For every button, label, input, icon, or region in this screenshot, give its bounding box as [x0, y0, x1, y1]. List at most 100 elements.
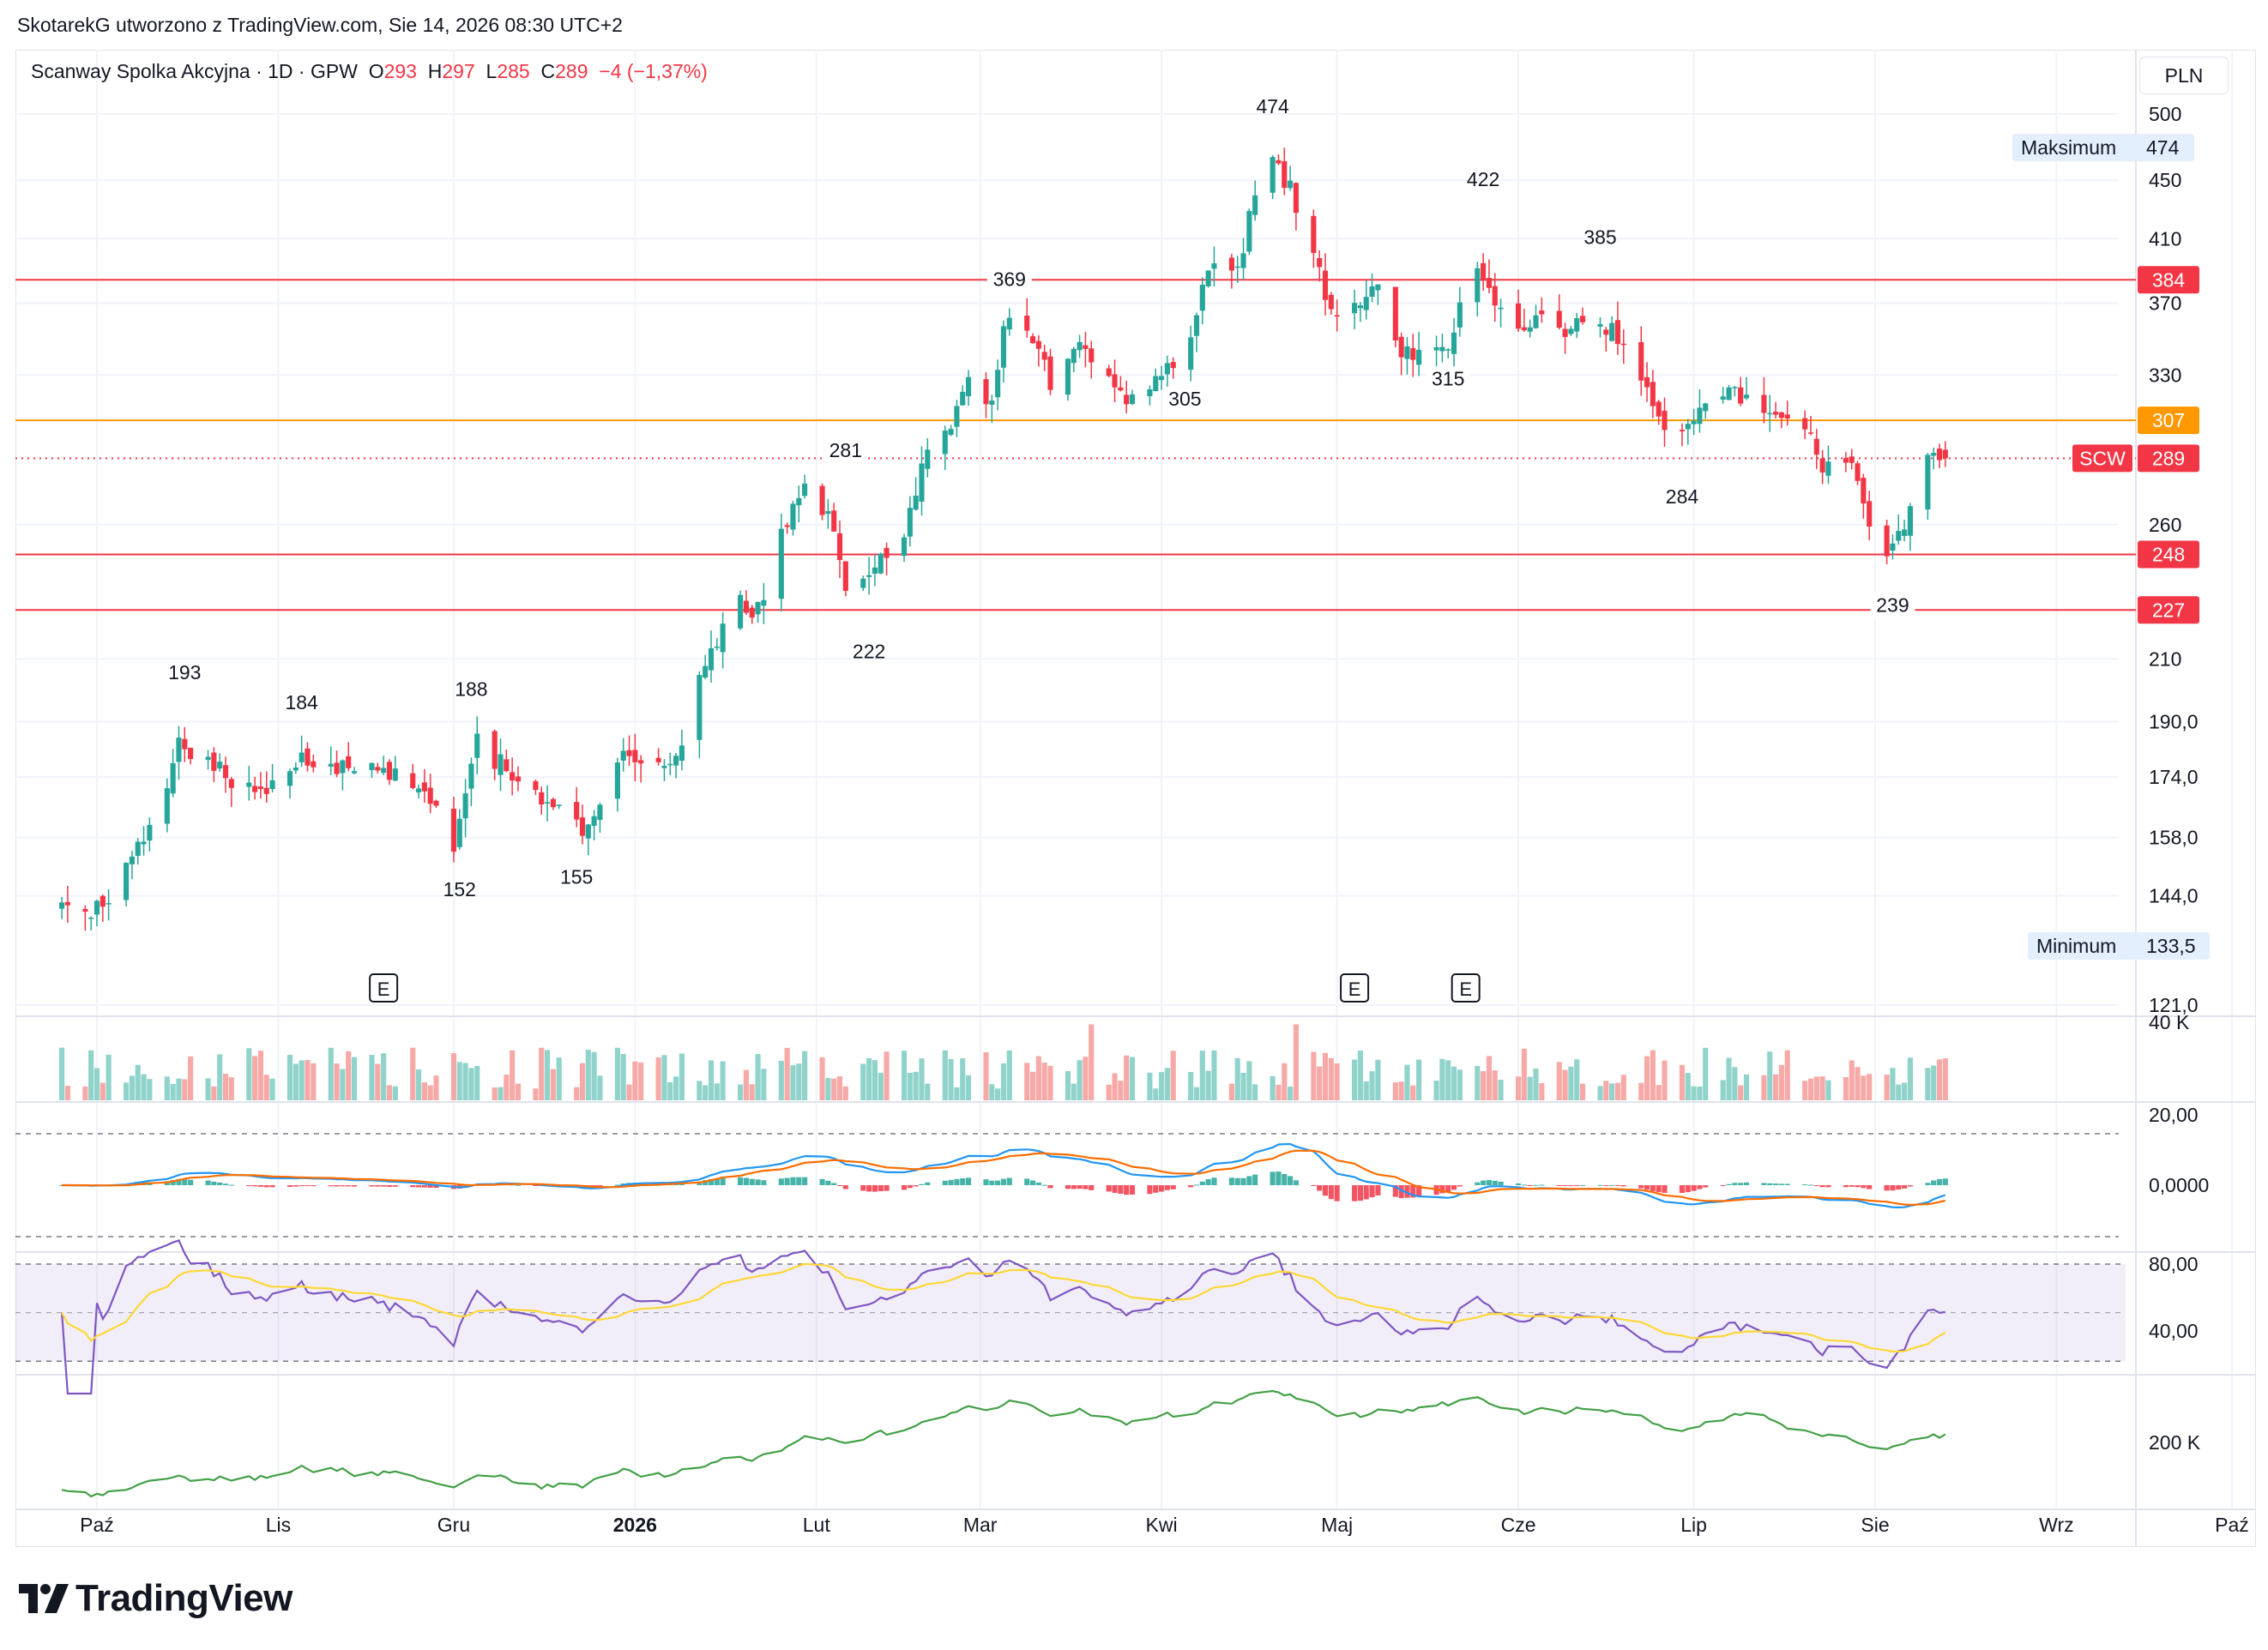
candle-body-41: [392, 768, 398, 781]
tradingview-logo[interactable]: TradingView: [19, 1577, 293, 1619]
volume-bar-167: [1433, 1081, 1439, 1100]
volume-bar-119: [1035, 1056, 1041, 1100]
macd-hist-bar-178: [1521, 1184, 1527, 1186]
volume-bar-16: [188, 1056, 194, 1100]
volume-bar-129: [1118, 1081, 1124, 1100]
candle-body-132: [1147, 388, 1153, 397]
macd-hist-bar-156: [1334, 1185, 1340, 1201]
macd-hist-bar-148: [1276, 1171, 1282, 1185]
macd-hist-bar-14: [176, 1178, 182, 1185]
candle-body-77: [697, 675, 703, 740]
macd-hist-bar-43: [415, 1185, 422, 1188]
macd-hist-bar-17: [205, 1180, 211, 1185]
candle-body-228: [1931, 453, 1937, 456]
candle-body-74: [667, 763, 673, 766]
volume-bar-188: [1603, 1081, 1609, 1100]
horizontal-levels: [15, 279, 2136, 611]
volume-bar-67: [614, 1047, 620, 1100]
candle-body-39: [381, 768, 387, 774]
candle-body-89: [790, 503, 796, 530]
candle-body-151: [1293, 183, 1299, 214]
volume-bar-15: [182, 1079, 188, 1100]
earnings-marker-box-2: [1451, 973, 1481, 1003]
candle-body-52: [492, 731, 498, 769]
volume-bar-4: [93, 1068, 100, 1100]
candle-body-187: [1597, 323, 1603, 327]
macd-hist-bar-198: [1685, 1185, 1691, 1193]
level-badge-248: 248: [2152, 543, 2185, 565]
macd-hist-bar-26: [269, 1185, 275, 1188]
volume-bar-72: [655, 1057, 661, 1100]
candle-body-61: [556, 804, 562, 806]
candle-body-158: [1357, 305, 1363, 309]
macd-hist-bar-80: [714, 1178, 720, 1185]
candle-body-62: [574, 802, 580, 820]
macd-hist-bar-160: [1369, 1185, 1375, 1198]
volume-bar-187: [1597, 1086, 1603, 1100]
macd-hist-bar-118: [1029, 1180, 1036, 1185]
volume-bar-230: [1942, 1058, 1948, 1100]
candle-body-174: [1486, 278, 1493, 288]
candle-body-91: [802, 483, 808, 497]
volume-bar-33: [334, 1063, 340, 1100]
candle-body-156: [1334, 315, 1340, 317]
candle-body-70: [632, 750, 638, 762]
macd-hist-bar-83: [743, 1177, 749, 1185]
candle-body-194: [1650, 382, 1656, 406]
volume-bar-111: [965, 1075, 972, 1100]
macd-hist-bar-19: [217, 1182, 223, 1185]
price-annotation-188: 188: [455, 677, 487, 700]
macd-hist-bar-200: [1697, 1185, 1703, 1189]
candle-body-48: [456, 818, 462, 847]
macd-hist-bar-222: [1884, 1185, 1890, 1191]
candle-body-220: [1861, 478, 1867, 504]
candle-body-141: [1211, 263, 1217, 269]
macd-hist-bar-166: [1416, 1185, 1422, 1196]
open-label: O: [368, 60, 384, 82]
volume-bar-113: [989, 1084, 995, 1100]
candle-body-100: [878, 553, 884, 574]
volume-bar-29: [299, 1060, 305, 1100]
macd-hist-bar-66: [597, 1185, 603, 1187]
macd-hist-bar-128: [1112, 1185, 1118, 1193]
macd-hist-bar-201: [1703, 1185, 1709, 1188]
time-label-9: Lip: [1680, 1514, 1707, 1536]
candle-body-170: [1451, 332, 1457, 354]
macd-hist-bar-129: [1118, 1185, 1124, 1194]
candle-body-104: [913, 495, 919, 510]
candle-body-203: [1726, 387, 1732, 400]
candle-body-183: [1562, 328, 1568, 337]
macd-hist-bar-104: [913, 1185, 919, 1187]
low-value: 285: [497, 60, 530, 82]
candle-body-11: [147, 824, 153, 841]
macd-hist-bar-18: [211, 1181, 217, 1185]
volume-bar-45: [427, 1085, 433, 1100]
macd-hist-bar-37: [369, 1185, 375, 1187]
currency-selector[interactable]: PLN: [2139, 57, 2229, 94]
volume-bar-114: [995, 1088, 1001, 1100]
candle-body-226: [1907, 506, 1913, 536]
candle-body-176: [1498, 307, 1504, 310]
macd-hist-bar-210: [1778, 1183, 1784, 1185]
candle-body-19: [217, 762, 223, 769]
volume-bar-56: [515, 1083, 522, 1100]
macd-hist-bar-184: [1568, 1185, 1574, 1186]
candle-body-97: [860, 578, 866, 588]
macd-hist-bar-151: [1293, 1180, 1299, 1185]
candle-body-15: [182, 738, 188, 750]
candle-body-184: [1568, 328, 1574, 334]
volume-bar-225: [1902, 1082, 1908, 1100]
volume-bar-82: [738, 1084, 744, 1100]
macd-hist-bar-121: [1047, 1185, 1053, 1189]
macd-hist-bar-36: [351, 1185, 358, 1187]
volume-bar-27: [287, 1054, 293, 1100]
volume-bar-14: [176, 1078, 182, 1100]
macd-line: [62, 1142, 1946, 1209]
candle-body-204: [1732, 387, 1738, 388]
volume-bar-102: [901, 1051, 908, 1100]
candle-body-197: [1679, 430, 1686, 431]
volume-bar-135: [1164, 1068, 1170, 1100]
rsi-pane: [15, 1239, 2126, 1395]
volume-bar-28: [293, 1063, 299, 1100]
